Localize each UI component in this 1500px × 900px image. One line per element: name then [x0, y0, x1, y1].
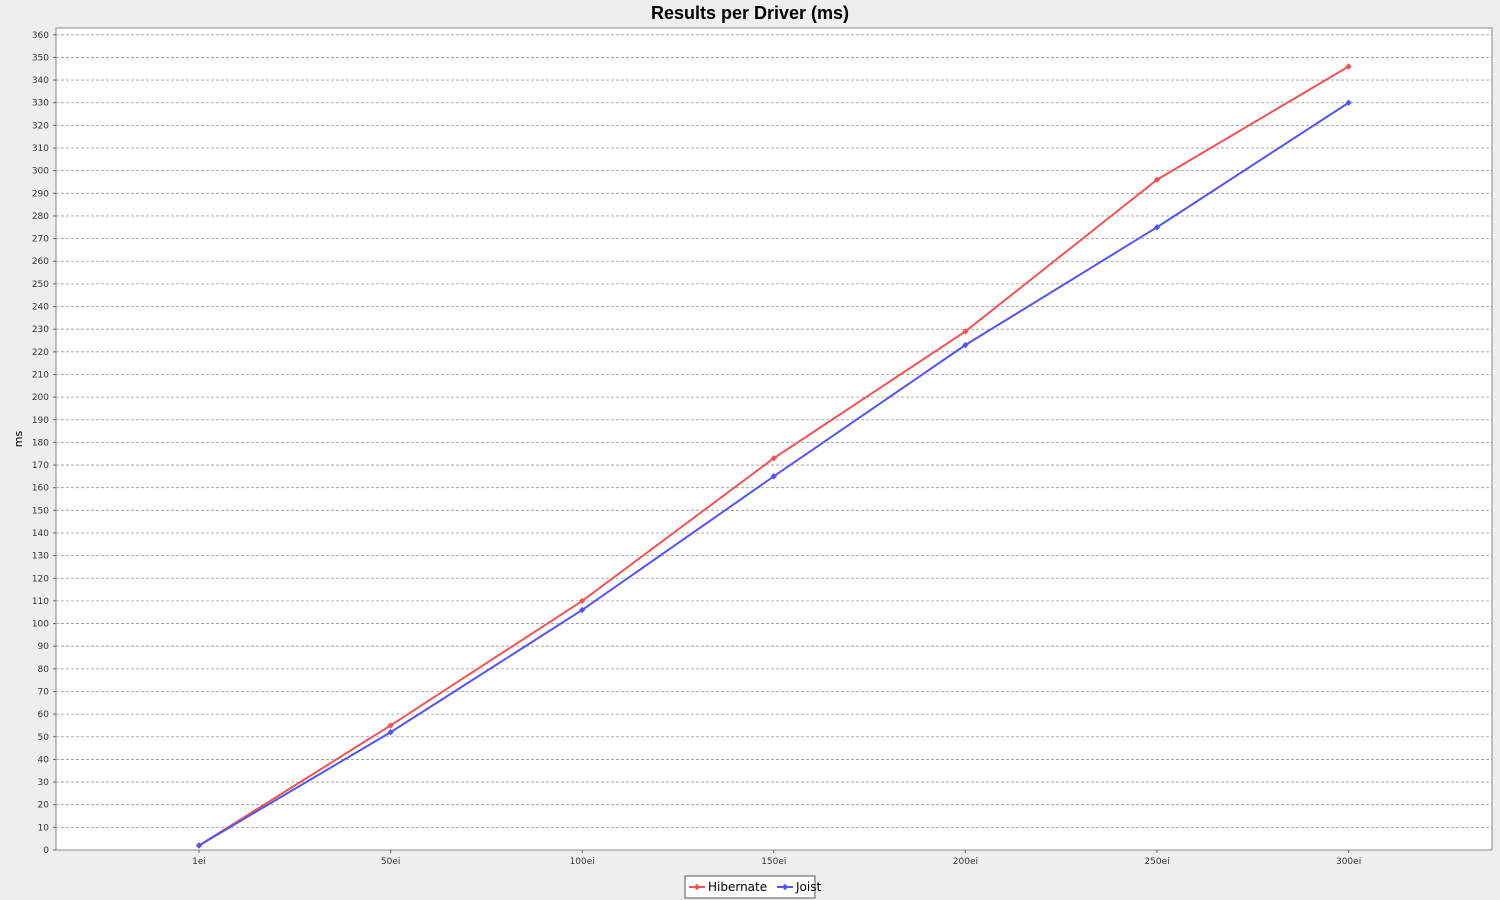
- y-tick-label: 60: [38, 710, 50, 720]
- data-point-joist: [770, 473, 777, 480]
- y-tick-label: 70: [38, 687, 50, 697]
- grid-lines: [56, 34, 1492, 828]
- y-tick-label: 290: [32, 189, 49, 199]
- series-layer: [195, 63, 1352, 849]
- data-point-hibernate: [962, 328, 969, 335]
- y-tick-label: 100: [32, 620, 49, 630]
- y-tick-label: 20: [38, 801, 50, 811]
- y-tick-label: 130: [32, 552, 49, 562]
- y-tick-label: 0: [43, 846, 49, 856]
- legend-marker-joist: [781, 883, 789, 891]
- y-tick-label: 200: [32, 393, 49, 403]
- data-point-joist: [195, 842, 203, 849]
- y-tick-label: 30: [38, 778, 50, 788]
- data-point-hibernate: [1345, 63, 1352, 70]
- x-tick-label: 250ei: [1144, 857, 1169, 867]
- x-tick-label: 100ei: [570, 857, 595, 867]
- y-axis: 0 10 20 30 40 50 60 70 80 90 100 110 120 130 140 150 160…: [32, 31, 56, 856]
- y-tick-label: 330: [32, 99, 49, 109]
- y-tick-label: 250: [32, 280, 49, 290]
- data-point-hibernate: [387, 722, 394, 729]
- chart-title: Results per Driver (ms): [651, 3, 849, 23]
- x-tick-label: 1ei: [192, 857, 206, 867]
- y-tick-label: 190: [32, 416, 49, 426]
- y-tick-label: 350: [32, 53, 49, 63]
- data-point-joist: [1153, 224, 1161, 231]
- y-tick-label: 150: [32, 506, 49, 516]
- y-axis-label: ms: [12, 431, 25, 448]
- y-tick-label: 280: [32, 212, 49, 222]
- y-tick-label: 40: [38, 755, 50, 765]
- data-point-joist: [579, 606, 586, 614]
- x-tick-label: 150ei: [761, 857, 786, 867]
- y-tick-label: 310: [32, 144, 49, 154]
- y-tick-label: 220: [32, 348, 49, 358]
- data-point-hibernate: [1153, 176, 1161, 183]
- y-tick-label: 240: [32, 303, 49, 313]
- legend-label-joist: Joist: [795, 880, 821, 894]
- x-tick-label: 200ei: [953, 857, 978, 867]
- data-point-hibernate: [579, 597, 586, 605]
- data-point-joist: [387, 729, 394, 736]
- y-tick-label: 270: [32, 235, 49, 245]
- y-tick-label: 320: [32, 121, 49, 131]
- y-tick-label: 300: [32, 167, 49, 177]
- legend-box: [684, 875, 816, 899]
- data-point-joist: [1345, 99, 1352, 106]
- y-tick-label: 360: [32, 31, 49, 41]
- legend-label-hibernate: Hibernate: [708, 880, 767, 894]
- y-tick-label: 180: [32, 438, 49, 448]
- y-tick-label: 120: [32, 574, 49, 584]
- data-point-joist: [962, 341, 969, 349]
- y-tick-label: 50: [38, 733, 50, 743]
- y-tick-label: 210: [32, 370, 49, 380]
- y-tick-label: 110: [32, 597, 49, 607]
- y-tick-label: 230: [32, 325, 49, 335]
- x-axis: 1ei 50ei 100ei 150ei 200ei 250ei 300ei: [192, 850, 1361, 867]
- x-tick-label: 300ei: [1336, 857, 1361, 867]
- y-tick-label: 340: [32, 76, 49, 86]
- y-tick-label: 170: [32, 461, 49, 471]
- plot-area: [55, 27, 1493, 851]
- legend-marker-hibernate: [693, 883, 701, 891]
- x-tick-label: 50ei: [381, 857, 401, 867]
- y-tick-label: 140: [32, 529, 49, 539]
- y-tick-label: 160: [32, 484, 49, 494]
- y-tick-label: 10: [38, 823, 50, 833]
- y-tick-label: 260: [32, 257, 49, 267]
- data-point-hibernate: [770, 455, 777, 462]
- y-tick-label: 80: [38, 665, 50, 675]
- y-tick-label: 90: [38, 642, 50, 652]
- legend: Hibernate Joist: [684, 875, 821, 899]
